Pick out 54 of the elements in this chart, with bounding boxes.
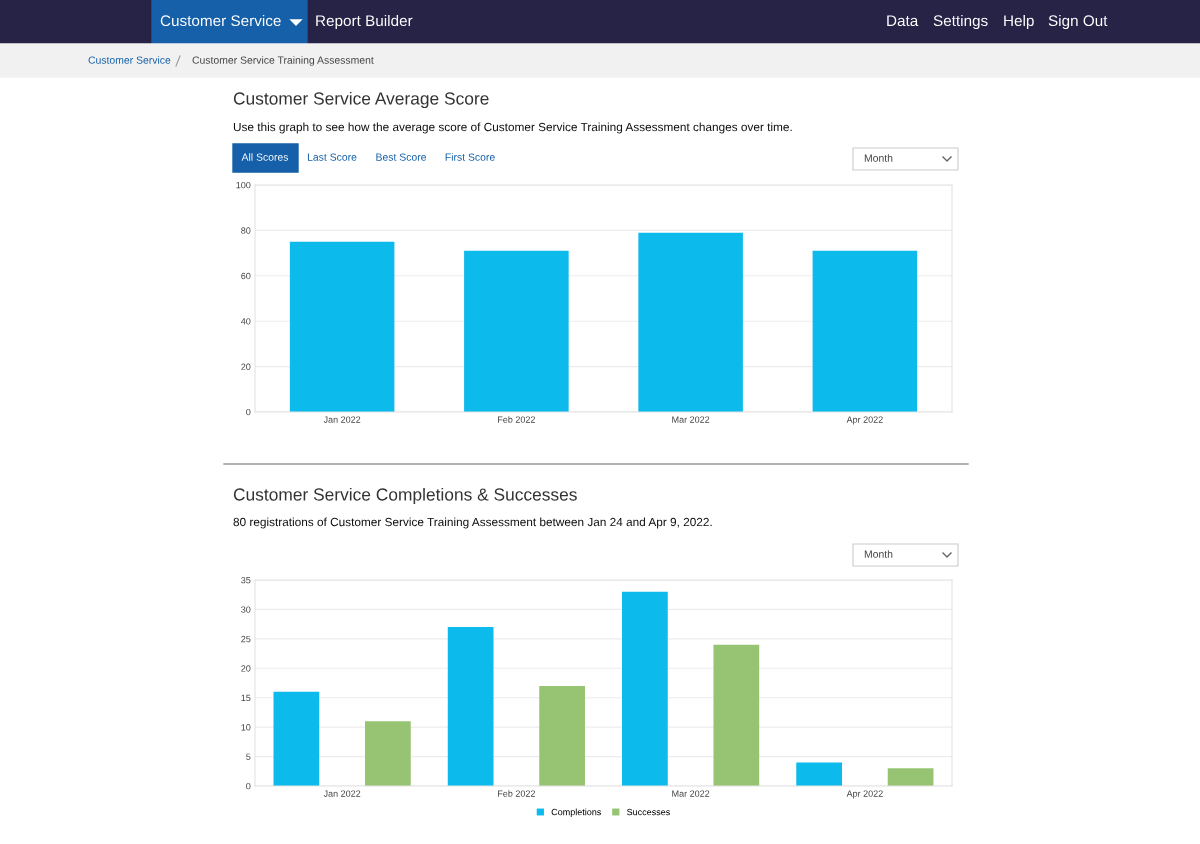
text: Month	[864, 550, 893, 558]
x-tick-label: Mar 2022	[672, 790, 710, 797]
y-tick-label: 100	[236, 181, 251, 189]
y-tick-label: 60	[241, 272, 251, 280]
bar	[447, 627, 494, 786]
text: Data	[887, 15, 919, 27]
x-tick-label: Jan 2022	[323, 790, 361, 797]
text: Settings	[933, 14, 988, 30]
y-tick-label: 0	[246, 782, 251, 790]
bar	[713, 644, 760, 786]
y-tick-label: 20	[241, 665, 251, 672]
y-tick-label: 0	[246, 408, 251, 416]
y-tick-label: 25	[241, 635, 251, 643]
text: Last Score	[307, 153, 357, 161]
bar	[887, 768, 934, 786]
chart-subtitle: Use this graph to see how the average score of Customer Service Training Assessment changes over time.	[233, 122, 792, 134]
text: Customer Service	[88, 56, 171, 64]
x-tick-label: Jan 2022	[323, 416, 361, 423]
text: Month	[864, 154, 893, 162]
legend-label: Successes	[627, 808, 670, 816]
x-tick-label: Apr 2022	[846, 416, 883, 425]
y-tick-label: 35	[241, 576, 251, 584]
y-tick-label: 20	[241, 363, 251, 370]
bar	[622, 591, 668, 786]
text: All Scores	[241, 153, 289, 161]
text: Customer Service Training Assessment	[192, 56, 374, 66]
text: Customer Service	[160, 14, 281, 27]
text: Report Builder	[316, 14, 413, 30]
text: First Score	[445, 153, 495, 161]
x-tick-label: Feb 2022	[498, 416, 535, 423]
chart-subtitle: 80 registrations of Customer Service Training Assessment between Jan 24 and Apr 9, 2022.	[233, 517, 712, 529]
y-tick-label: 30	[241, 606, 251, 613]
bar	[273, 691, 320, 786]
x-tick-label: Feb 2022	[498, 790, 535, 797]
bar	[796, 762, 842, 786]
bar	[812, 250, 918, 412]
y-tick-label: 10	[241, 724, 251, 731]
chart-title: Customer Service Completions & Successes	[233, 487, 577, 505]
y-tick-label: 5	[246, 753, 251, 760]
y-tick-label: 80	[241, 227, 251, 234]
text: Best Score	[376, 153, 427, 161]
bar	[289, 241, 395, 412]
y-tick-label: 15	[241, 694, 251, 702]
bar	[539, 685, 585, 786]
x-tick-label: Apr 2022	[846, 790, 883, 799]
bar	[464, 250, 569, 412]
legend-label: Completions	[551, 808, 602, 818]
text: Sign Out	[1048, 14, 1108, 30]
text: Help	[1004, 14, 1034, 30]
bar	[638, 232, 743, 412]
chart-title: Customer Service Average Score	[233, 91, 489, 109]
x-tick-label: Mar 2022	[672, 416, 710, 423]
bar	[365, 721, 411, 786]
y-tick-label: 40	[241, 318, 251, 325]
